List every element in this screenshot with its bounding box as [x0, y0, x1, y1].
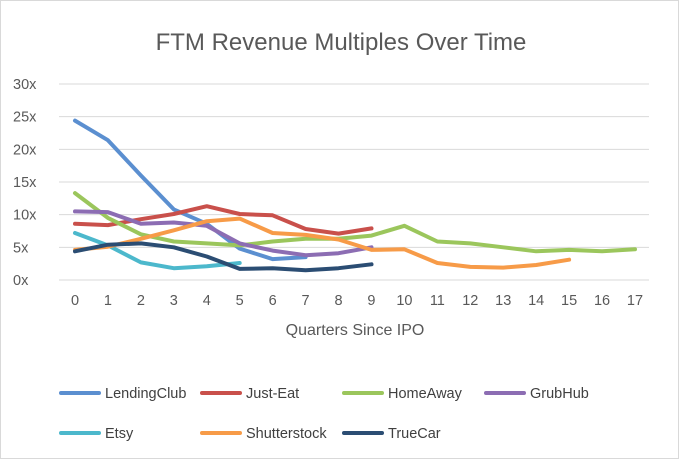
x-tick-label: 8: [334, 293, 342, 309]
series-lines: [73, 118, 637, 273]
series-line-shutterstock: [73, 216, 572, 270]
series-line-etsy: [73, 231, 242, 271]
series-line-just-eat: [73, 204, 374, 236]
legend-label-etsy: Etsy: [105, 426, 134, 442]
series-line-homeaway: [73, 191, 637, 254]
x-tick-label: 10: [396, 293, 412, 309]
y-tick-label: 30x: [13, 77, 37, 93]
x-tick-label: 9: [367, 293, 375, 309]
x-tick-label: 0: [71, 293, 79, 309]
x-axis-ticks: 0 1 2 3 4 5 6 7 8 9 10 11 12 13 14 15 16 17: [71, 293, 643, 309]
x-tick-label: 2: [137, 293, 145, 309]
series-line-grubhub: [73, 209, 374, 258]
x-tick-label: 4: [203, 293, 211, 309]
legend-label-grubhub: GrubHub: [530, 386, 589, 402]
y-tick-label: 20x: [13, 142, 37, 158]
y-tick-label: 5x: [13, 240, 29, 256]
x-tick-label: 16: [594, 293, 610, 309]
legend-label-just-eat: Just-Eat: [246, 386, 299, 402]
chart-title: FTM Revenue Multiples Over Time: [156, 29, 527, 56]
x-axis-title: Quarters Since IPO: [286, 322, 425, 339]
x-tick-label: 15: [561, 293, 577, 309]
x-tick-label: 1: [104, 293, 112, 309]
y-tick-label: 25x: [13, 110, 37, 126]
x-tick-label: 13: [495, 293, 511, 309]
y-tick-label: 0x: [13, 273, 29, 289]
x-tick-label: 14: [528, 293, 544, 309]
x-tick-label: 3: [170, 293, 178, 309]
y-tick-label: 15x: [13, 175, 37, 191]
legend-label-truecar: TrueCar: [388, 426, 441, 442]
y-axis-ticks: 0x 5x 10x 15x 20x 25x 30x: [13, 77, 37, 289]
legend-label-lendingclub: LendingClub: [105, 386, 186, 402]
legend: LendingClub Just-Eat HomeAway GrubHub Etsy Sh…: [59, 386, 589, 442]
series-line-truecar: [73, 241, 374, 273]
x-tick-label: 7: [302, 293, 310, 309]
x-tick-label: 17: [627, 293, 643, 309]
x-tick-label: 11: [430, 293, 445, 309]
series-line-lendingclub: [73, 118, 308, 262]
x-tick-label: 6: [269, 293, 277, 309]
x-tick-label: 12: [462, 293, 478, 309]
legend-label-shutterstock: Shutterstock: [246, 426, 327, 442]
x-tick-label: 5: [236, 293, 244, 309]
y-tick-label: 10x: [13, 208, 37, 224]
legend-label-homeaway: HomeAway: [388, 386, 463, 402]
